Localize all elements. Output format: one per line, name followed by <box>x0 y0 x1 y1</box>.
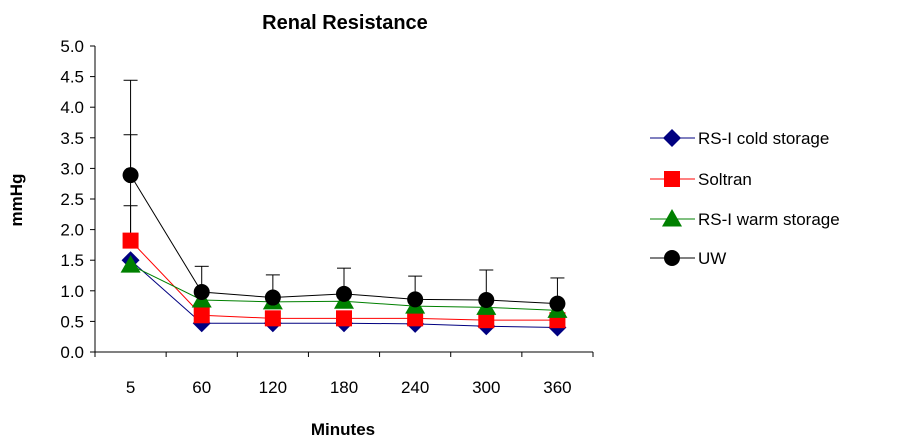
legend-label: RS-I warm storage <box>698 210 840 229</box>
legend-label: UW <box>698 249 726 268</box>
series-square <box>122 232 566 329</box>
data-point <box>122 232 139 249</box>
y-tick-label: 1.5 <box>60 251 84 270</box>
legend-item: UW <box>650 249 726 268</box>
chart-title: Renal Resistance <box>262 12 428 34</box>
y-tick-label: 2.0 <box>60 221 84 240</box>
y-tick-label: 3.5 <box>60 129 84 148</box>
error-bars <box>123 79 565 304</box>
data-point <box>336 285 352 302</box>
x-tick-label: 300 <box>472 378 500 397</box>
data-point <box>193 284 210 301</box>
data-point <box>478 291 495 308</box>
legend: RS-I cold storage Soltran RS-I warm storag… <box>650 129 840 268</box>
legend-item: RS-I cold storage <box>650 129 829 148</box>
x-ticks: 5 60 120 180 240 300 360 <box>94 352 594 397</box>
legend-label: RS-I cold storage <box>698 129 829 148</box>
data-point <box>478 312 495 329</box>
y-tick-label: 4.0 <box>60 98 84 117</box>
x-axis-label: Minutes <box>311 420 375 439</box>
legend-marker <box>664 250 680 266</box>
y-tick-label: 1.0 <box>60 282 84 301</box>
data-point <box>264 289 281 306</box>
data-point <box>407 291 424 308</box>
x-tick-label: 60 <box>192 378 211 397</box>
data-point <box>122 167 139 184</box>
legend-label: Soltran <box>698 170 752 189</box>
data-point <box>549 295 566 312</box>
y-tick-label: 5.0 <box>60 37 84 56</box>
series-group <box>120 167 568 337</box>
y-tick-label: 0.5 <box>60 312 84 331</box>
y-axis-label: mmHg <box>7 174 26 227</box>
x-tick-label: 120 <box>259 378 287 397</box>
y-tick-label: 0.0 <box>60 343 84 362</box>
legend-marker <box>662 209 682 227</box>
data-point <box>264 310 281 327</box>
legend-item: Soltran <box>650 170 752 189</box>
y-tick-label: 4.5 <box>60 68 84 87</box>
data-point <box>336 310 352 327</box>
series-circle <box>122 167 566 312</box>
x-tick-label: 360 <box>543 378 571 397</box>
y-tick-label: 3.0 <box>60 159 84 178</box>
legend-marker <box>663 129 681 147</box>
y-tick-label: 2.5 <box>60 190 84 209</box>
legend-item: RS-I warm storage <box>650 209 840 229</box>
x-tick-label: 5 <box>126 378 135 397</box>
y-ticks: 0.0 0.5 1.0 1.5 2.0 2.5 3.0 3.5 4.0 4.5 5.0 <box>60 37 95 362</box>
data-point <box>193 307 210 324</box>
data-point <box>120 255 141 273</box>
x-tick-label: 240 <box>401 378 429 397</box>
x-tick-label: 180 <box>330 378 358 397</box>
legend-marker <box>664 171 680 187</box>
data-point <box>407 310 424 327</box>
